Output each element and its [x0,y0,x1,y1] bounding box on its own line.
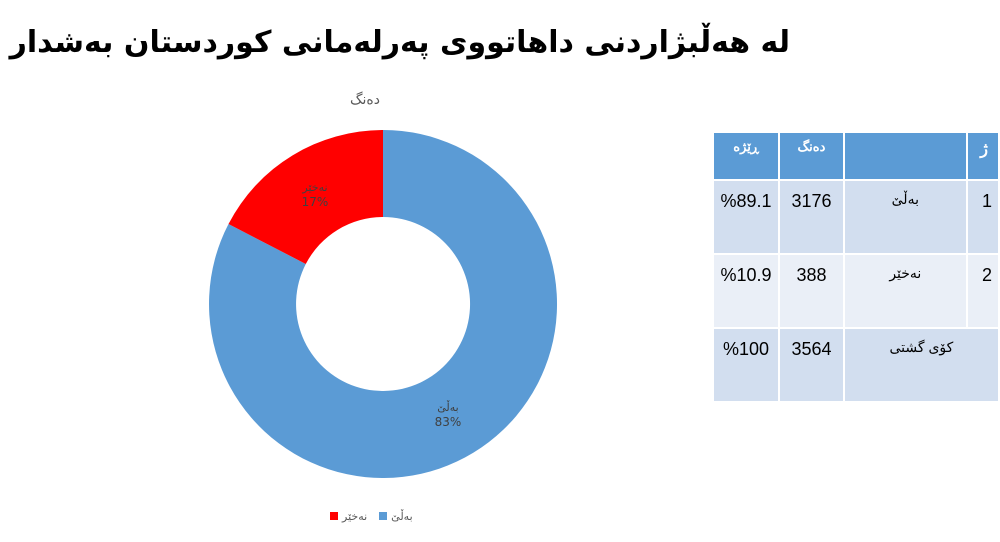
data-label-no: نەخێر 17% [290,180,340,210]
header-percentage: ڕێژە [711,131,781,181]
cell-total-percentage: %100 [711,327,781,403]
table-row: 2 نەخێر 388 %10.9 [711,253,1000,329]
table-total-row: کۆی گشتی 3564 %100 [711,327,1000,403]
cell-option: بەڵێ [842,179,968,255]
header-votes: دەنگ [778,131,845,181]
cell-total-votes: 3564 [778,327,845,403]
data-label-no-pct: 17% [301,195,329,209]
cell-number: 2 [965,253,1000,329]
table-row: 1 بەڵێ 3176 %89.1 [711,179,1000,255]
cell-option: نەخێر [842,253,968,329]
data-label-no-name: نەخێر [302,181,328,194]
data-label-yes: بەڵێ 83% [423,400,473,430]
cell-total-label: کۆی گشتی [842,327,1000,403]
legend-label-yes: بەڵێ [391,509,413,523]
data-label-yes-pct: 83% [434,415,462,429]
legend-swatch-no [330,512,338,520]
results-table: ژ دەنگ ڕێژە 1 بەڵێ 3176 %89.1 2 نەخێر 38… [711,131,1000,403]
header-option [842,131,968,181]
legend-label-no: نەخێر [342,509,368,523]
chart-title: دەنگ [350,92,380,108]
donut-slice-yes [209,130,558,478]
header-number: ژ [965,131,1000,181]
cell-number: 1 [965,179,1000,255]
cell-percentage: %10.9 [711,253,781,329]
legend-item-yes: بەڵێ [379,509,413,523]
slide-title: له هەڵبژاردنی داهاتووی پەرلەمانی کوردستا… [0,25,790,60]
table-header-row: ژ دەنگ ڕێژە [711,131,1000,181]
donut-slice-no [228,130,383,264]
cell-votes: 388 [778,253,845,329]
chart-legend: بەڵێ نەخێر [330,508,413,524]
data-label-yes-name: بەڵێ [437,401,459,414]
legend-swatch-yes [379,512,388,520]
cell-votes: 3176 [778,179,845,255]
cell-percentage: %89.1 [711,179,781,255]
legend-item-no: نەخێر [330,510,367,523]
